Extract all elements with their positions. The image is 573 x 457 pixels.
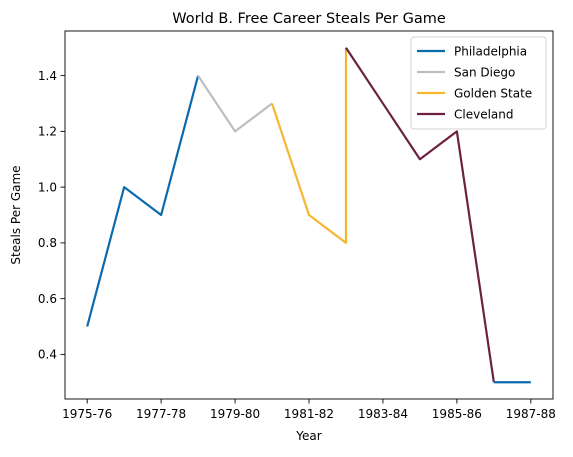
y-tick-label: 0.4: [38, 348, 57, 362]
x-axis: 1975-76 1977-78 1979-80 1981-82 1983-84 1985-…: [62, 399, 556, 421]
y-tick-label: 0.8: [38, 236, 57, 250]
x-axis-label: Year: [295, 429, 321, 443]
legend-label-cleveland: Cleveland: [454, 107, 514, 121]
series-lines: [86, 47, 531, 384]
x-tick-label: 1975-76: [62, 407, 112, 421]
x-tick-label: 1983-84: [358, 407, 408, 421]
x-tick-label: 1985-86: [432, 407, 482, 421]
y-tick-label: 1.0: [38, 180, 57, 194]
legend-label-golden-state: Golden State: [454, 86, 532, 100]
series-line-philadelphia: [86, 75, 200, 327]
x-tick-label: 1979-80: [210, 407, 260, 421]
chart-title: World B. Free Career Steals Per Game: [172, 11, 446, 27]
y-tick-label: 0.6: [38, 292, 57, 306]
legend-label-san-diego: San Diego: [454, 65, 515, 79]
legend: Philadelphia San Diego Golden State Clevela…: [410, 36, 547, 130]
y-tick-label: 1.4: [38, 69, 57, 83]
y-axis: 0.4 0.6 0.8 1.0 1.2 1.4: [38, 69, 65, 362]
y-tick-label: 1.2: [38, 125, 57, 139]
legend-label-philadelphia: Philadelphia: [454, 44, 527, 58]
y-axis-label: Steals Per Game: [9, 165, 23, 264]
series-line-cleveland: [345, 47, 495, 383]
series-line-golden-state: [270, 47, 348, 244]
legend-box: [410, 36, 547, 130]
series-line-san-diego: [197, 75, 273, 133]
x-tick-label: 1977-78: [136, 407, 186, 421]
x-tick-label: 1987-88: [506, 407, 556, 421]
x-tick-label: 1981-82: [284, 407, 334, 421]
